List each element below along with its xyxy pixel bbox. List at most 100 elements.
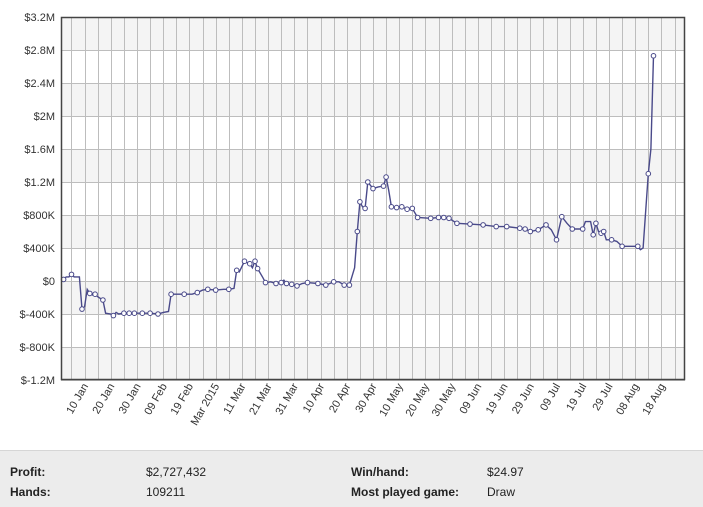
data-point — [645, 170, 652, 177]
data-point — [650, 53, 657, 59]
data-point — [79, 306, 85, 312]
data-point — [590, 232, 597, 238]
profit-line-chart: $-1.2M $-800K $-400K $0 $400K $800K $1.2M $1.6M… — [20, 12, 686, 428]
y-tick-label: $400K — [23, 243, 55, 255]
x-tick-label: 11 Mar — [221, 381, 248, 416]
x-tick-label: 10 Apr — [301, 381, 327, 415]
data-point — [168, 291, 174, 298]
profit-chart: $-1.2M $-800K $-400K $0 $400K $800K $1.2M $1.6M… — [19, 12, 686, 428]
data-point — [273, 280, 279, 287]
x-tick-label: 09 Feb — [142, 382, 170, 418]
data-point — [380, 183, 387, 189]
data-point — [147, 310, 153, 317]
data-point — [593, 220, 599, 227]
data-point — [212, 287, 219, 293]
x-tick-label: 19 Jul — [564, 382, 589, 413]
data-point — [278, 279, 285, 286]
data-point — [553, 237, 560, 243]
data-point — [252, 258, 258, 265]
data-point — [68, 271, 75, 278]
x-tick-label: 20 Apr — [327, 381, 353, 415]
data-point — [522, 226, 528, 232]
game-label: Most played game: — [351, 485, 460, 499]
data-point — [441, 214, 447, 221]
data-point — [388, 204, 395, 210]
x-tick-label: 18 Aug — [640, 382, 668, 418]
data-point — [283, 280, 290, 287]
stats-panel: Profit: $2,727,432 Win/hand: $24.97 Hand… — [0, 450, 703, 507]
game-value: Draw — [487, 485, 516, 499]
data-point — [131, 310, 138, 317]
y-tick-label: $-400K — [20, 309, 56, 321]
data-point — [480, 222, 486, 228]
data-point — [535, 227, 542, 233]
x-tick-label: 31 Mar — [273, 381, 301, 417]
y-tick-label: $2.8M — [24, 45, 55, 57]
y-tick-label: $2.4M — [24, 78, 55, 90]
x-tick-label: 10 May — [377, 381, 406, 419]
y-tick-label: $2M — [34, 111, 55, 123]
data-point — [121, 310, 127, 317]
data-point — [600, 228, 607, 235]
data-point — [635, 243, 641, 250]
data-point — [454, 220, 460, 227]
data-point — [139, 310, 146, 317]
data-point — [409, 205, 416, 212]
x-tick-label: 09 Jun — [458, 382, 485, 417]
x-tick-label: 30 May — [430, 381, 459, 419]
data-point — [155, 311, 161, 317]
profit-value: $2,727,432 — [146, 465, 207, 479]
data-point — [181, 291, 187, 298]
y-tick-label: $1.2M — [24, 177, 55, 189]
data-point — [92, 291, 98, 298]
data-point — [87, 290, 93, 297]
data-point — [288, 281, 295, 288]
x-tick-label: 29 Jun — [510, 382, 537, 417]
data-point — [365, 179, 371, 185]
y-tick-label: $-1.2M — [21, 375, 55, 387]
winhand-value: $24.97 — [487, 465, 524, 479]
x-tick-label: 19 Feb — [169, 382, 197, 418]
data-point — [579, 226, 586, 232]
data-point — [569, 226, 576, 232]
x-tick-label: 30 Jan — [117, 382, 144, 417]
data-point — [427, 215, 434, 222]
y-axis-labels: $-1.2M $-800K $-400K $0 $400K $800K $1.2M $1.6M… — [20, 12, 56, 387]
data-point — [414, 214, 421, 221]
data-point — [205, 286, 211, 293]
data-point — [503, 223, 510, 230]
y-tick-label: $1.6M — [24, 144, 55, 156]
data-point — [608, 237, 615, 243]
data-point — [341, 282, 348, 288]
data-point — [357, 199, 363, 205]
data-point — [370, 185, 376, 192]
data-point — [362, 205, 368, 212]
profit-label: Profit: — [10, 465, 46, 479]
winhand-label: Win/hand: — [351, 465, 409, 479]
y-tick-label: $3.2M — [24, 12, 55, 24]
x-tick-label: 20 Jan — [91, 382, 118, 417]
y-tick-label: $0 — [43, 276, 55, 288]
data-point — [559, 213, 565, 220]
x-tick-label: 29 Jul — [590, 382, 615, 413]
data-point — [467, 221, 473, 227]
x-tick-label: 20 May — [404, 381, 433, 419]
data-point — [254, 265, 261, 272]
data-point — [435, 214, 442, 221]
data-point — [330, 279, 337, 285]
data-point — [294, 283, 300, 289]
data-point — [262, 279, 269, 286]
data-point — [393, 204, 400, 211]
data-point — [346, 282, 353, 288]
data-point — [404, 206, 410, 212]
x-tick-label: 08 Aug — [614, 382, 642, 418]
data-point — [543, 222, 549, 228]
data-point — [527, 228, 534, 235]
x-tick-label: 19 Jun — [484, 381, 511, 416]
data-point — [241, 258, 248, 265]
data-point — [110, 312, 117, 319]
data-point — [315, 280, 321, 287]
data-point — [619, 243, 625, 250]
data-point — [399, 204, 405, 210]
